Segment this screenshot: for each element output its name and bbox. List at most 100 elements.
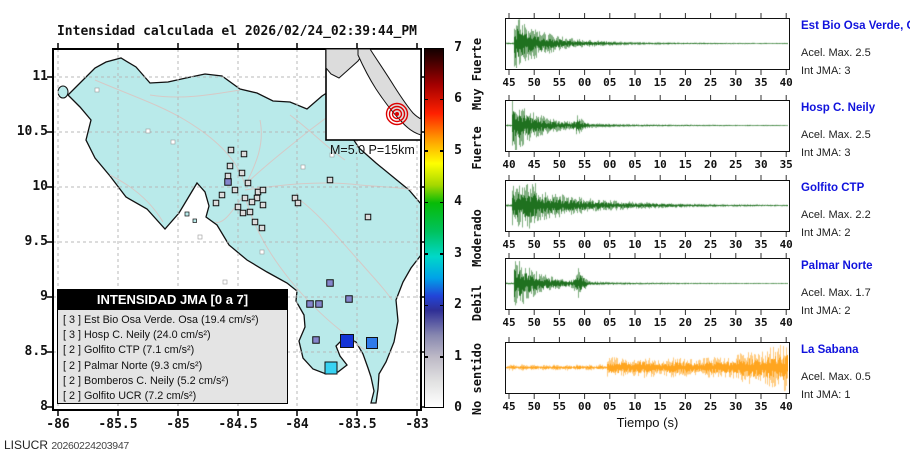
time-tick-label: 50 bbox=[527, 238, 541, 251]
station-marker-nodata bbox=[300, 164, 306, 170]
seismogram-plot bbox=[505, 18, 790, 70]
time-tick-label: 10 bbox=[628, 400, 642, 413]
time-tick-label: 35 bbox=[779, 158, 793, 171]
intensity-legend: INTENSIDAD JMA [0 a 7] [ 3 ] Est Bio Osa… bbox=[57, 289, 288, 404]
legend-item: [ 3 ] Est Bio Osa Verde. Osa (19.4 cm/s²… bbox=[63, 314, 259, 326]
station-marker bbox=[244, 179, 252, 187]
lon-tick-label: -84.5 bbox=[218, 417, 258, 432]
station-marker bbox=[226, 162, 234, 170]
colorbar-tick bbox=[424, 150, 428, 152]
waveform-trace bbox=[506, 101, 788, 150]
station-marker-low-intensity bbox=[315, 300, 323, 308]
time-tick-label: 50 bbox=[552, 158, 567, 171]
station-marker bbox=[364, 213, 372, 221]
time-tick-label: 10 bbox=[628, 76, 642, 89]
legend-item: [ 2 ] Bomberos C. Neily (5.2 cm/s²) bbox=[63, 374, 229, 387]
time-tick-label: 40 bbox=[502, 158, 516, 171]
station-marker-nodata bbox=[329, 152, 335, 158]
station-marker-intensity bbox=[340, 334, 354, 348]
time-tick-label: 10 bbox=[653, 158, 667, 171]
colorbar-tick bbox=[424, 201, 428, 204]
station-marker-low-intensity bbox=[345, 295, 353, 303]
time-tick-label: 55 bbox=[577, 158, 592, 171]
time-tick-label: 20 bbox=[678, 238, 693, 251]
watermark-org: LISUCR bbox=[4, 438, 49, 452]
time-tick-label: 05 bbox=[628, 158, 642, 171]
time-tick-label: 15 bbox=[653, 316, 667, 329]
station-jma-intensity: Int JMA: 3 bbox=[801, 147, 851, 159]
colorbar-tick-label: 4 bbox=[454, 194, 462, 210]
time-tick-label: 00 bbox=[603, 158, 617, 171]
colorbar-tick bbox=[424, 253, 428, 255]
station-marker-low-intensity bbox=[312, 336, 320, 344]
legend-title: INTENSIDAD JMA [0 a 7] bbox=[58, 290, 287, 310]
station-jma-intensity: Int JMA: 1 bbox=[801, 389, 851, 401]
time-tick-label: 35 bbox=[754, 238, 768, 251]
seismogram-plot bbox=[505, 258, 790, 310]
lat-tick-label: 11 bbox=[32, 69, 48, 84]
station-marker-nodata bbox=[197, 234, 203, 240]
colorbar-tick-label: 3 bbox=[454, 245, 462, 261]
seismogram-plot bbox=[505, 100, 790, 152]
time-tick-label: 50 bbox=[527, 400, 541, 413]
station-max-accel: Acel. Max. 1.7 bbox=[801, 287, 871, 299]
station-marker-low-intensity bbox=[306, 300, 314, 308]
station-marker-nodata bbox=[145, 128, 151, 134]
lon-tick-label: -85.5 bbox=[98, 417, 138, 432]
time-tick-label: 00 bbox=[577, 238, 592, 251]
time-tick-label: 25 bbox=[703, 400, 718, 413]
time-tick-label: 15 bbox=[678, 158, 693, 171]
station-marker-intensity bbox=[366, 337, 378, 349]
waveform-trace bbox=[506, 259, 788, 308]
legend-item: [ 2 ] Golfito CTP (7.1 cm/s²) bbox=[63, 344, 195, 357]
time-tick-label: 45 bbox=[502, 400, 516, 413]
lat-tick-label: 9 bbox=[40, 289, 48, 304]
time-tick-label: 45 bbox=[527, 158, 541, 171]
station-marker bbox=[234, 203, 242, 211]
colorbar-tick-label: 2 bbox=[454, 297, 462, 313]
time-tick-label: 05 bbox=[603, 316, 617, 329]
station-marker bbox=[246, 208, 254, 216]
station-jma-intensity: Int JMA: 2 bbox=[801, 305, 851, 317]
station-jma-intensity: Int JMA: 3 bbox=[801, 65, 851, 77]
station-max-accel: Acel. Max. 2.5 bbox=[801, 47, 871, 59]
magnitude-depth-caption: M=5.0 P=15km bbox=[330, 143, 415, 157]
lat-tick-label: 9.5 bbox=[24, 234, 48, 249]
colorbar-tick bbox=[440, 304, 444, 307]
seismogram-plot bbox=[505, 342, 790, 394]
lon-tick-label: -85 bbox=[166, 417, 190, 432]
time-tick-label: 45 bbox=[502, 316, 516, 329]
station-marker-low-intensity bbox=[224, 178, 232, 186]
station-name: Palmar Norte bbox=[801, 260, 873, 272]
station-marker bbox=[294, 199, 302, 207]
station-marker bbox=[326, 176, 334, 184]
station-marker-nodata bbox=[94, 87, 100, 93]
time-tick-label: 30 bbox=[729, 238, 743, 251]
time-tick-label: 30 bbox=[729, 316, 743, 329]
station-name: La Sabana bbox=[801, 344, 859, 356]
time-tick-label: 25 bbox=[729, 158, 743, 171]
lon-tick-label: -86 bbox=[46, 417, 70, 432]
time-tick-label: 40 bbox=[779, 316, 793, 329]
station-marker bbox=[248, 198, 256, 206]
legend-item: [ 3 ] Hosp C. Neily (24.0 cm/s²) bbox=[63, 329, 211, 342]
lat-tick-label: 8 bbox=[40, 399, 48, 414]
time-tick-label: 15 bbox=[653, 400, 667, 413]
station-marker bbox=[241, 194, 249, 202]
station-marker-intensity bbox=[324, 361, 338, 375]
time-tick-label: 20 bbox=[678, 400, 693, 413]
seismogram-plot bbox=[505, 180, 790, 232]
time-axis-label: Tiempo (s) bbox=[616, 415, 679, 430]
station-jma-intensity: Int JMA: 2 bbox=[801, 227, 851, 239]
colorbar-tick bbox=[424, 304, 428, 307]
lat-tick-label: 8.5 bbox=[24, 344, 48, 359]
station-marker bbox=[259, 186, 267, 194]
station-name: Hosp C. Neily bbox=[801, 102, 876, 114]
time-tick-label: 40 bbox=[779, 400, 793, 413]
station-name: Est Bio Osa Verde, Osa bbox=[801, 20, 910, 32]
epicenter-icon bbox=[385, 102, 409, 126]
colorbar-tick-label: 1 bbox=[454, 348, 462, 364]
time-tick-label: 20 bbox=[678, 76, 693, 89]
region-inset-map bbox=[325, 48, 422, 141]
station-marker-nodata bbox=[222, 279, 228, 285]
